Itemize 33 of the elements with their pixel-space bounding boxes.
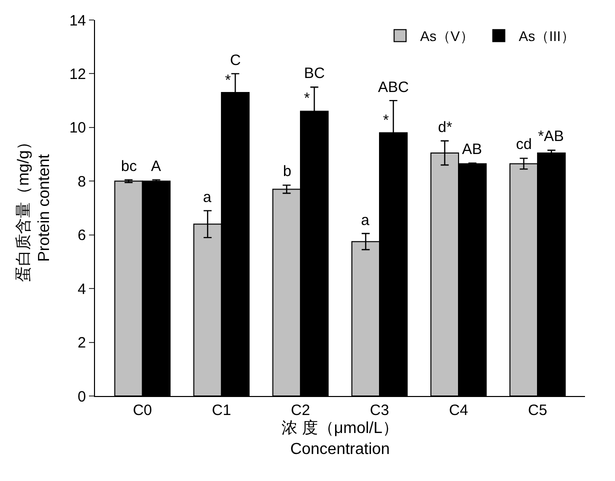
y-tick-label: 4: [78, 280, 86, 298]
x-tick-label: C5: [528, 402, 548, 419]
x-tick-label: C2: [290, 402, 310, 419]
annotation: *: [225, 72, 231, 89]
data-label: cd: [516, 136, 532, 153]
data-label: ABC: [378, 79, 410, 96]
data-label: d*: [438, 119, 452, 136]
data-label: AB: [462, 141, 482, 158]
annotation: *: [383, 112, 389, 129]
y-tick-label: 8: [78, 173, 86, 190]
y-tick-label: 12: [69, 66, 86, 83]
x-axis-title: 浓 度（μmol/L） Concentration: [282, 419, 398, 458]
y-axis-title: 蛋白质含量（mg/g） Protein content: [14, 134, 54, 282]
y-tick-label: 6: [78, 227, 86, 244]
data-label: a: [203, 189, 212, 206]
y-tick-label: 2: [78, 334, 86, 352]
legend-label: As（V）: [420, 28, 474, 44]
x-tick-label: C4: [448, 402, 468, 419]
data-label: bc: [121, 158, 138, 175]
data-label: *AB: [538, 128, 564, 145]
y-tick-label: 14: [69, 12, 86, 30]
data-label: A: [151, 158, 162, 175]
data-label: b: [283, 163, 292, 180]
data-label: a: [361, 212, 370, 229]
data-label: C: [230, 52, 241, 69]
y-tick-label: 10: [69, 120, 86, 137]
x-tick-label: C3: [370, 402, 390, 419]
annotation: *: [304, 90, 310, 107]
x-tick-label: C0: [132, 402, 152, 419]
data-label: BC: [304, 65, 326, 82]
x-tick-label: C1: [212, 402, 232, 419]
legend-label: As（III）: [518, 28, 575, 44]
y-tick-label: 0: [78, 388, 86, 406]
